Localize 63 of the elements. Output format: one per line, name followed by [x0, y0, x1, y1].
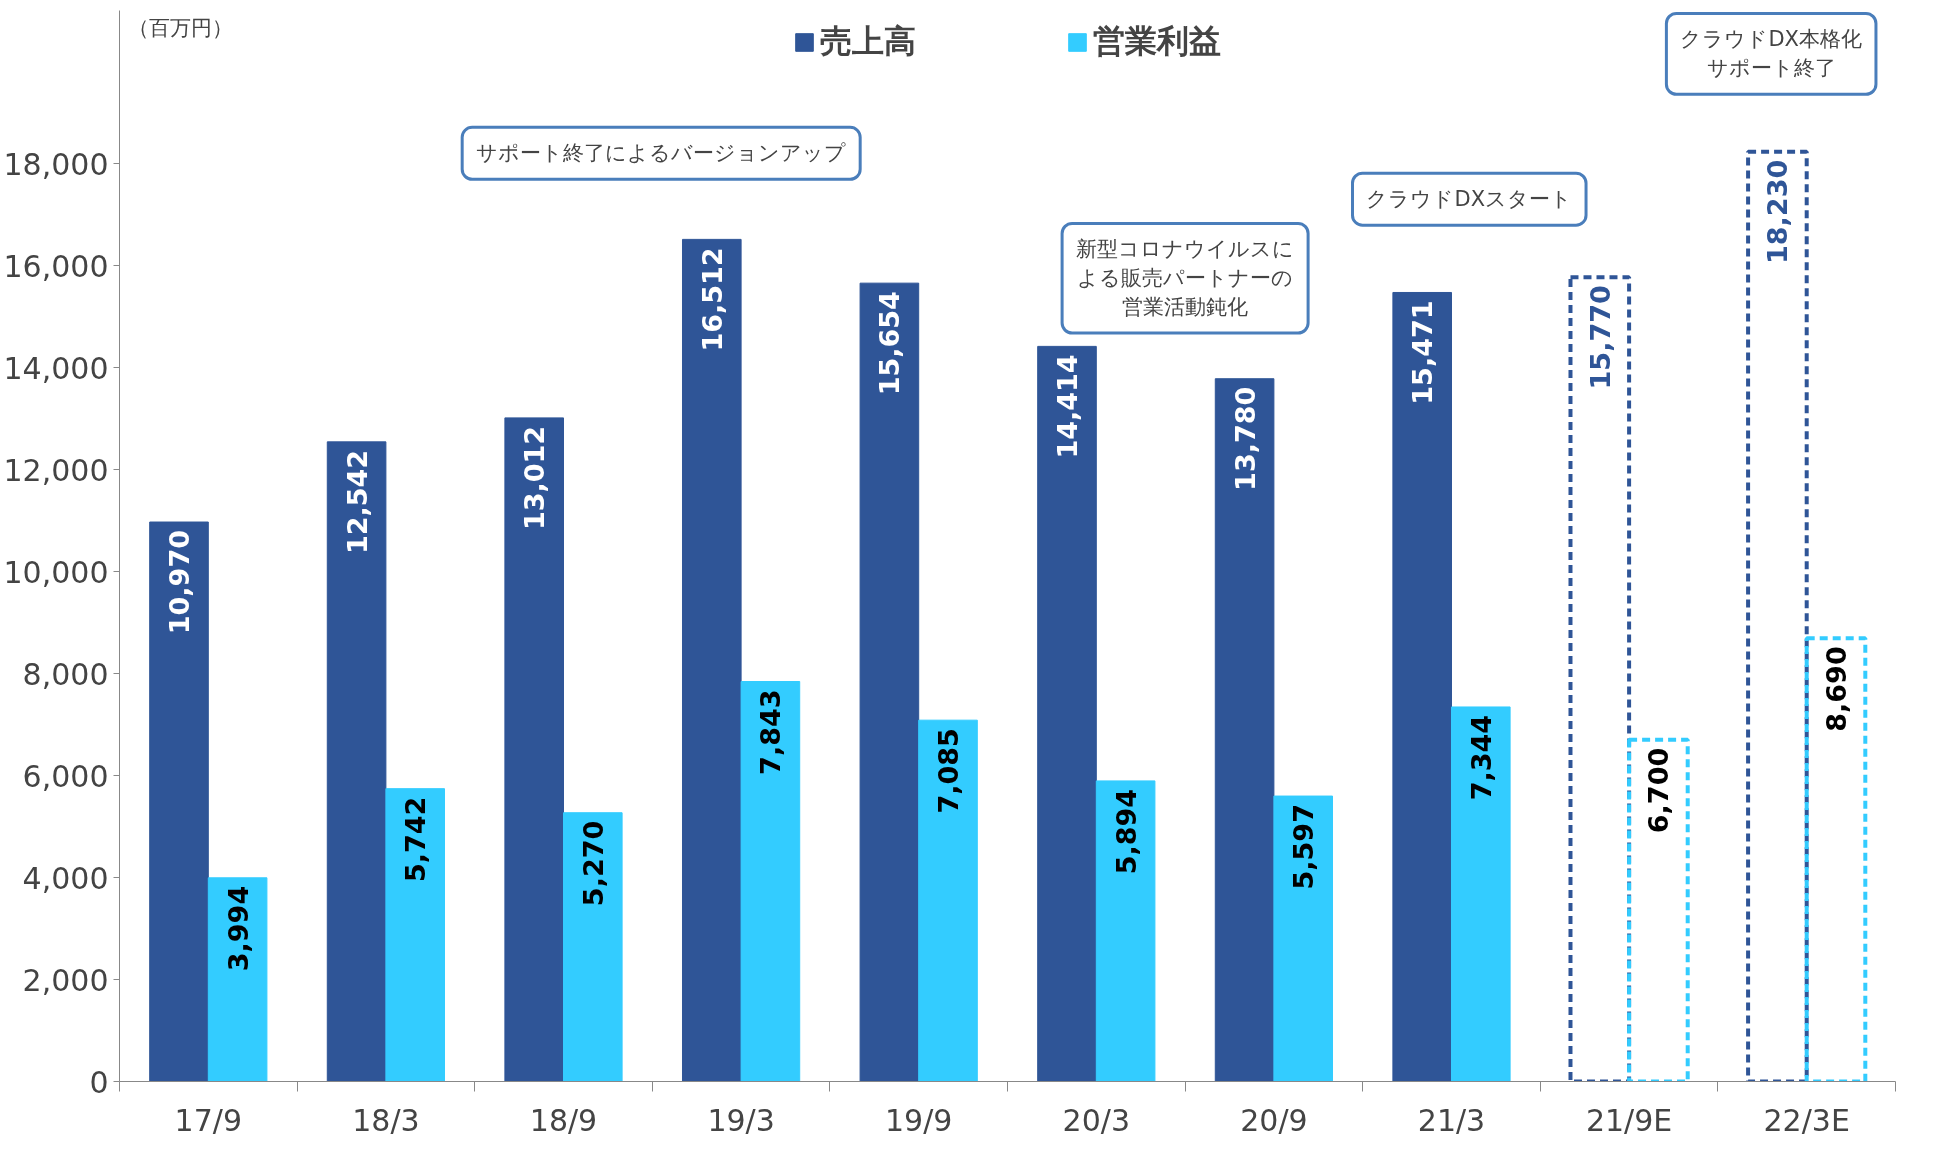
bar [1037, 345, 1097, 1082]
bar [681, 238, 742, 1082]
bar [326, 441, 387, 1082]
data-label: 15,770 [1584, 285, 1616, 390]
data-label: 16,512 [696, 247, 728, 352]
data-label: 13,780 [1229, 386, 1261, 491]
x-tick-label: 19/3 [707, 1102, 775, 1138]
y-tick-label: 12,000 [3, 452, 109, 488]
data-label: 5,597 [1288, 804, 1320, 890]
data-label: 5,270 [577, 820, 609, 907]
bar [1095, 780, 1156, 1082]
legend-label: 営業利益 [1093, 21, 1221, 62]
bar [859, 282, 920, 1082]
x-tick-label: 22/3E [1763, 1102, 1850, 1138]
y-tick-label: 16,000 [3, 248, 109, 284]
x-tick-label: 20/9 [1240, 1102, 1308, 1138]
data-label: 12,542 [341, 449, 373, 555]
bar [385, 788, 446, 1082]
x-tick-label: 19/9 [885, 1102, 953, 1138]
data-label: 18,230 [1762, 159, 1794, 264]
bar [1451, 706, 1511, 1082]
bar [563, 812, 623, 1082]
bar [918, 719, 978, 1082]
legend-label: 売上高 [820, 21, 916, 62]
annotation: 新型コロナウイルスによる販売パートナーの営業活動鈍化 [1076, 237, 1295, 320]
y-tick-label: 10,000 [3, 554, 109, 590]
data-label: 15,471 [1407, 300, 1439, 405]
x-tick-label: 20/3 [1062, 1102, 1130, 1138]
y-tick-label: 14,000 [3, 350, 109, 386]
data-label: 7,344 [1465, 714, 1497, 801]
x-tick-label: 18/9 [529, 1102, 598, 1138]
data-label: 8,690 [1821, 646, 1852, 732]
annotation: クラウドDXスタート [1366, 187, 1573, 212]
x-tick-label: 21/9E [1585, 1102, 1673, 1138]
data-label: 5,742 [400, 796, 432, 883]
annotation: サポート終了によるバージョンアップ [476, 141, 847, 166]
bar [1273, 795, 1334, 1082]
data-label: 13,012 [519, 425, 551, 531]
y-tick-label: 18,000 [3, 146, 109, 182]
data-label: 7,843 [755, 689, 787, 775]
y-tick-label: 0 [89, 1064, 109, 1100]
x-tick-label: 17/9 [174, 1102, 242, 1138]
bar [207, 877, 268, 1082]
data-label: 6,700 [1643, 747, 1675, 834]
x-tick-label: 21/3 [1417, 1102, 1486, 1138]
data-label: 14,414 [1052, 354, 1083, 459]
bar [149, 521, 209, 1082]
data-label: 3,994 [222, 885, 254, 972]
y-tick-label: 2,000 [22, 962, 109, 998]
data-label: 10,970 [164, 530, 195, 635]
bar [1214, 378, 1275, 1082]
bar [740, 681, 801, 1082]
y-tick-label: 8,000 [22, 656, 109, 692]
y-tick-label: 4,000 [22, 860, 109, 896]
data-label: 7,085 [933, 728, 964, 814]
x-tick-label: 18/3 [352, 1102, 420, 1138]
data-label: 5,894 [1110, 788, 1142, 875]
bar [1392, 291, 1452, 1082]
annotation: クラウドDX本格化サポート終了 [1680, 27, 1862, 81]
annotation: （百万円） [128, 15, 234, 40]
y-tick-label: 6,000 [22, 758, 109, 794]
bar [504, 417, 564, 1082]
data-label: 15,654 [874, 291, 906, 396]
